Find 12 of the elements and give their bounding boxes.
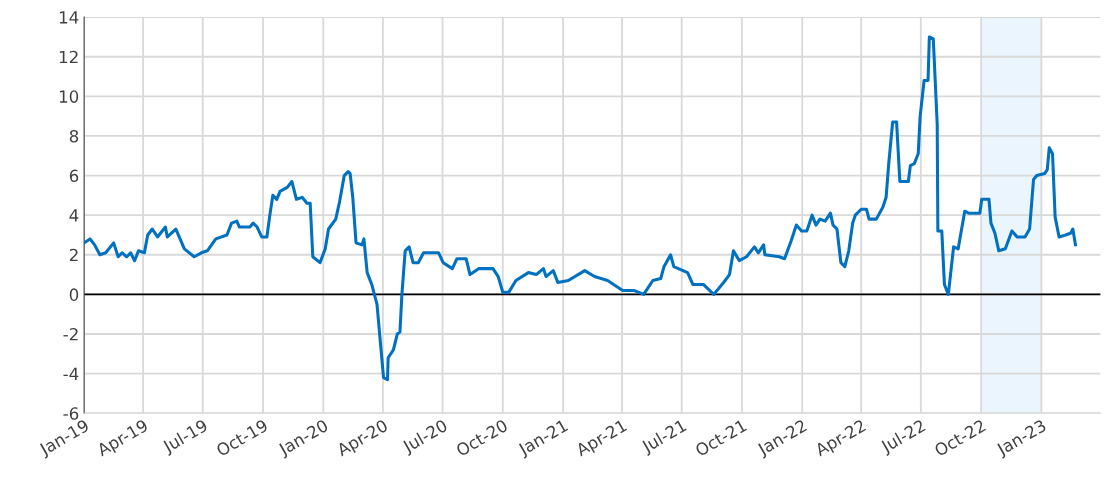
y-tick-label: 14: [59, 11, 79, 24]
y-tick-label: -2: [63, 327, 78, 341]
y-tick-label: 10: [59, 90, 79, 103]
y-tick-label: 0: [69, 288, 79, 301]
y-tick-label: 4: [69, 209, 79, 222]
y-tick-label: -4: [63, 367, 79, 380]
line-series: [84, 35, 1077, 382]
y-tick-label: 12: [59, 50, 78, 64]
y-tick-label: 8: [69, 129, 79, 143]
y-tick-label: 2: [69, 248, 78, 262]
y-tick-label: -6: [63, 407, 79, 420]
y-tick-label: 6: [69, 169, 79, 183]
